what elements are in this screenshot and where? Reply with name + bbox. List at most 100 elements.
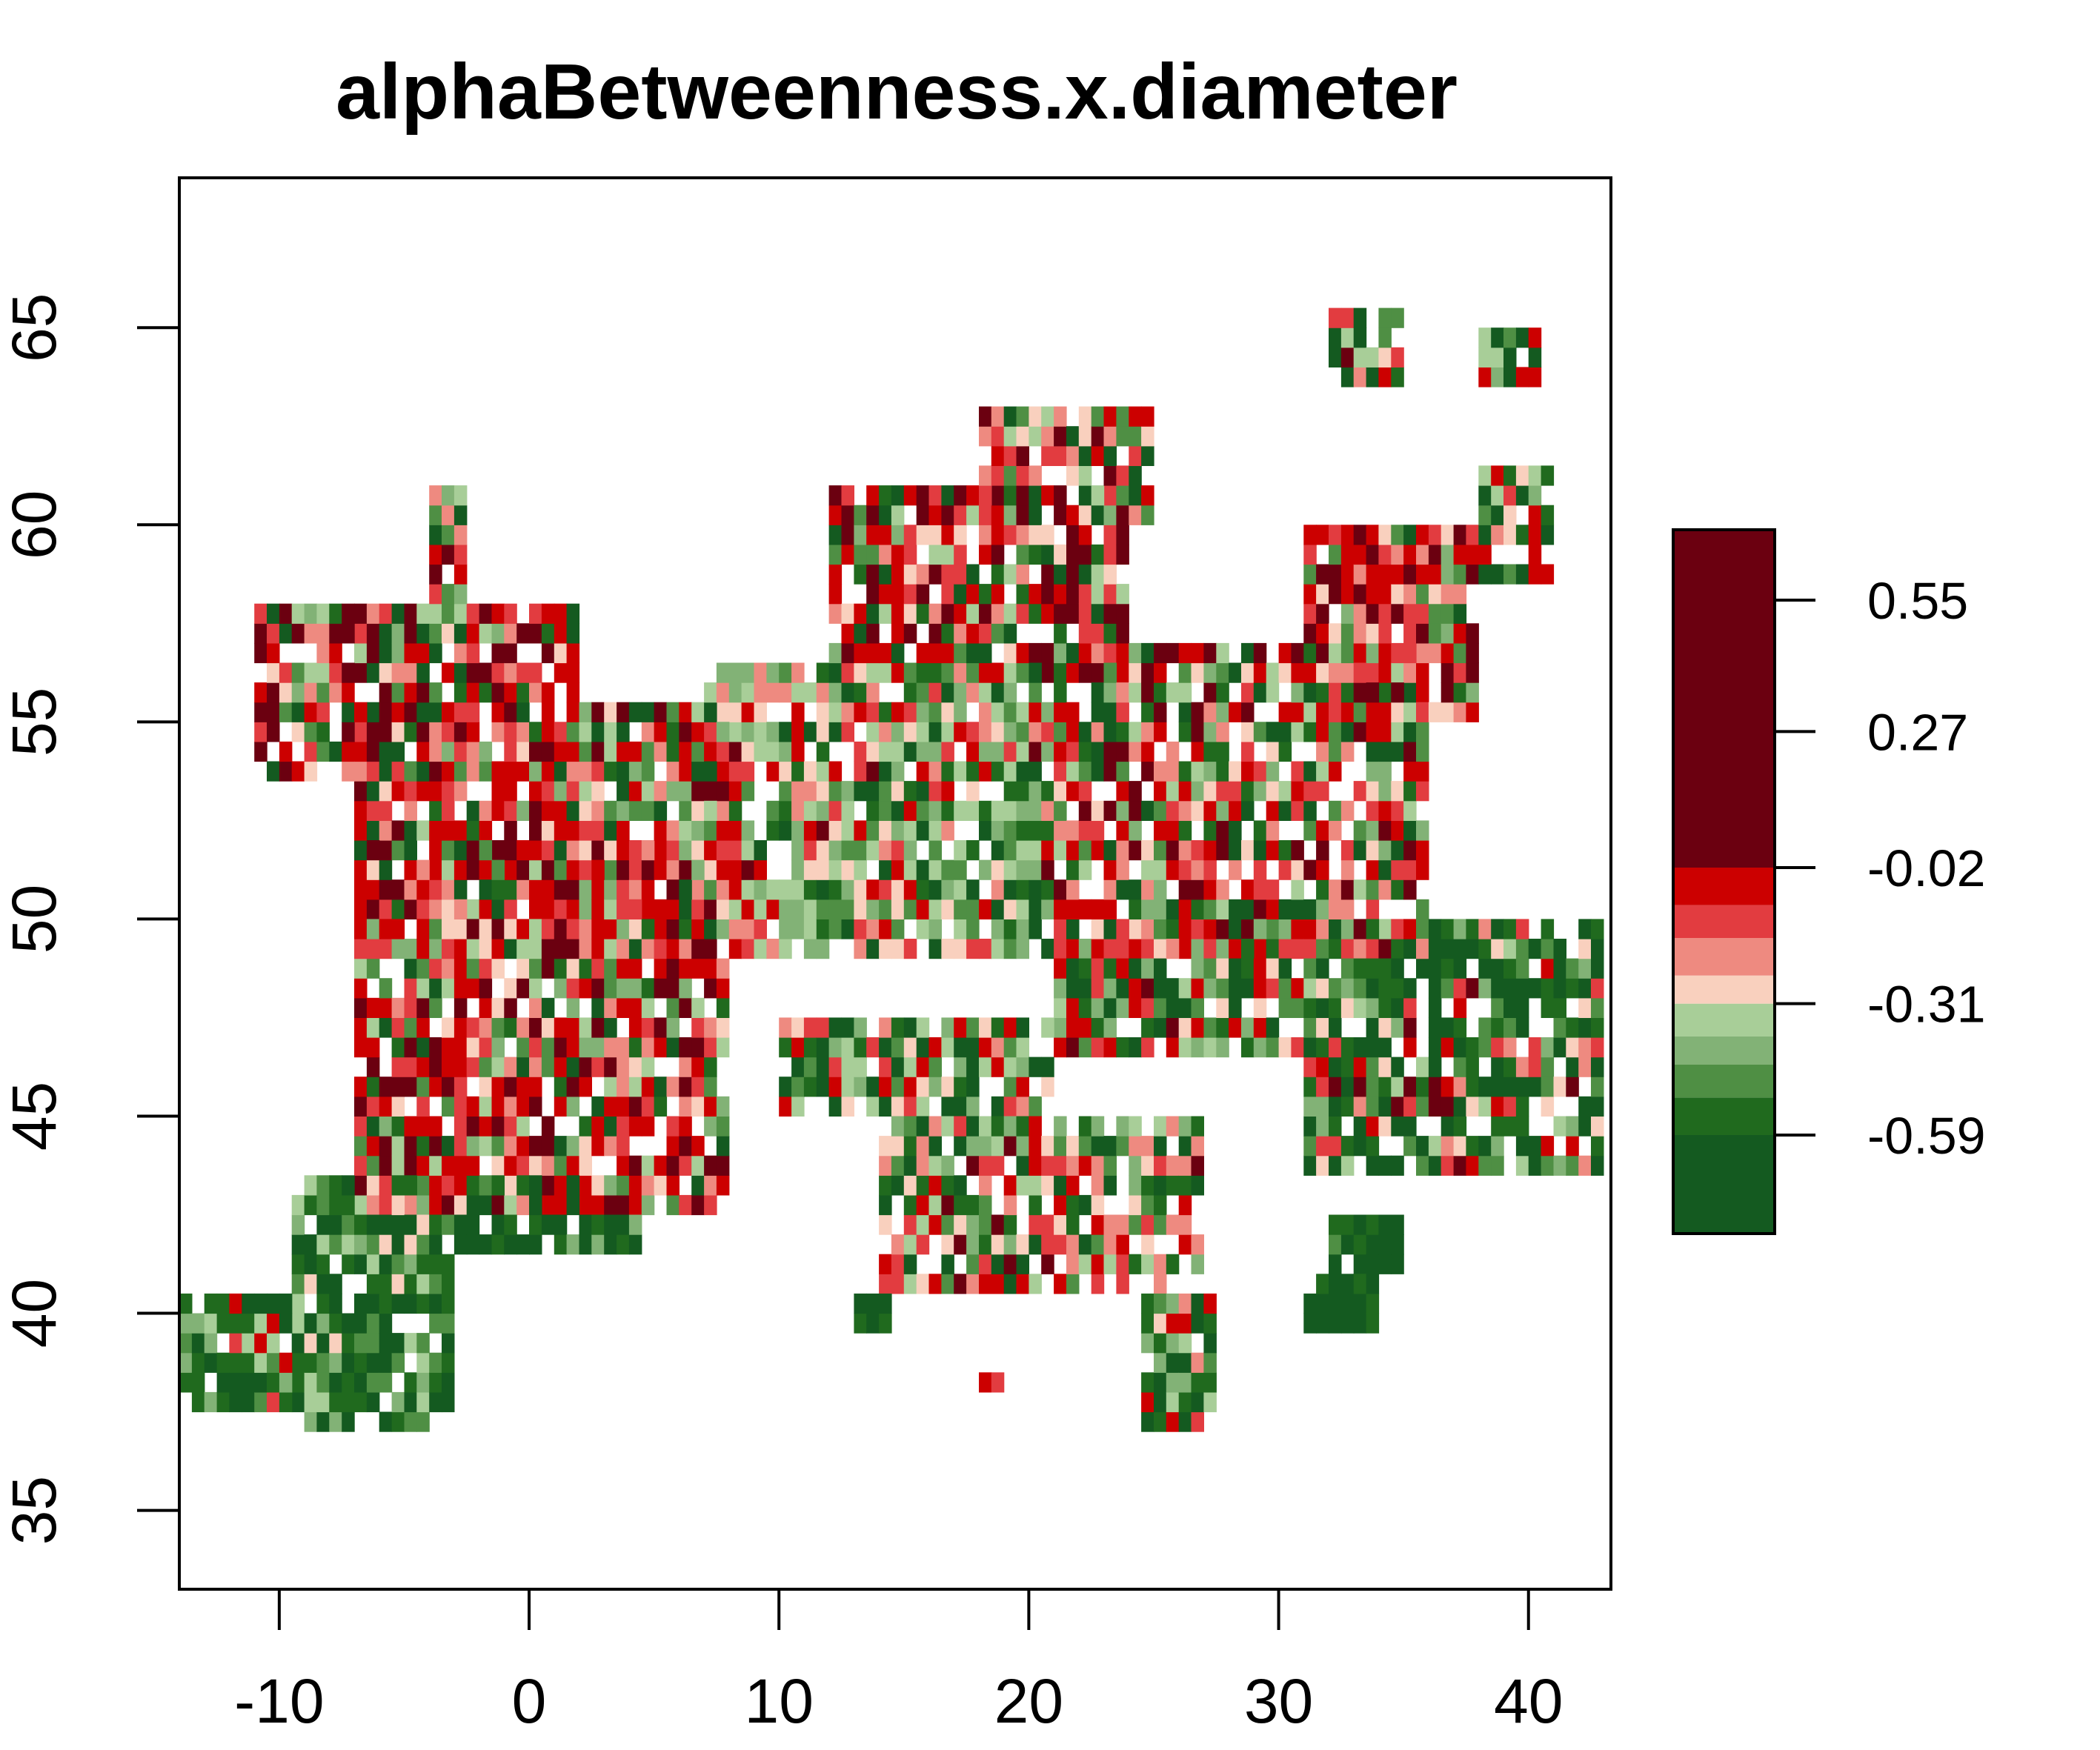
heatmap-cell — [429, 997, 442, 1018]
heatmap-cell — [891, 584, 905, 605]
heatmap-cell — [1203, 662, 1217, 683]
heatmap-cell — [379, 1352, 393, 1373]
heatmap-cell — [916, 1116, 930, 1137]
heatmap-cell — [1103, 544, 1117, 565]
heatmap-cell — [291, 1352, 305, 1373]
heatmap-cell — [466, 1037, 480, 1058]
heatmap-cell — [554, 761, 568, 782]
heatmap-cell — [1266, 919, 1280, 939]
heatmap-cell — [1191, 997, 1204, 1018]
heatmap-cell — [666, 958, 679, 979]
heatmap-cell — [1241, 722, 1255, 742]
heatmap-cell — [1316, 623, 1329, 644]
heatmap-cell — [928, 761, 942, 782]
heatmap-cell — [1353, 1136, 1367, 1157]
heatmap-cell — [1054, 879, 1067, 900]
heatmap-cell — [1541, 1136, 1555, 1157]
heatmap-cell — [366, 761, 380, 782]
heatmap-cell — [354, 919, 368, 939]
heatmap-cell — [903, 564, 917, 585]
heatmap-cell — [291, 662, 305, 683]
heatmap-cell — [1303, 997, 1317, 1018]
heatmap-cell — [1191, 1037, 1204, 1058]
heatmap-cell — [366, 781, 380, 802]
heatmap-cell — [1203, 1017, 1217, 1038]
heatmap-cell — [704, 919, 717, 939]
heatmap-cell — [816, 939, 830, 959]
heatmap-cell — [1016, 1155, 1029, 1176]
heatmap-cell — [903, 1234, 917, 1255]
heatmap-cell — [1266, 978, 1280, 999]
heatmap-cell — [404, 682, 417, 703]
heatmap-cell — [466, 1155, 480, 1176]
heatmap-cell — [329, 662, 342, 683]
heatmap-cell — [941, 642, 954, 664]
heatmap-cell — [666, 741, 679, 762]
heatmap-cell — [591, 1057, 605, 1077]
heatmap-cell — [442, 1136, 455, 1157]
heatmap-cell — [628, 1037, 642, 1058]
heatmap-cell — [928, 1037, 942, 1058]
heatmap-cell — [479, 1037, 493, 1058]
heatmap-cell — [1041, 820, 1054, 841]
heatmap-cell — [841, 525, 854, 545]
heatmap-cell — [1353, 327, 1367, 348]
heatmap-cell — [379, 1136, 393, 1157]
heatmap-cell — [991, 899, 1005, 919]
heatmap-cell — [866, 505, 880, 525]
heatmap-cell — [679, 899, 692, 919]
heatmap-cell — [453, 1214, 468, 1235]
heatmap-cell — [379, 1293, 393, 1314]
heatmap-cell — [329, 603, 342, 624]
heatmap-cell — [1340, 603, 1355, 624]
heatmap-cell — [803, 840, 817, 861]
heatmap-cell — [791, 1057, 805, 1077]
heatmap-cell — [504, 800, 517, 821]
heatmap-cell — [491, 919, 505, 939]
heatmap-cell — [1066, 1214, 1080, 1235]
heatmap-cell — [1129, 682, 1142, 703]
heatmap-cell — [1091, 662, 1105, 683]
heatmap-cell — [641, 800, 655, 821]
heatmap-cell — [704, 939, 717, 959]
heatmap-cell — [442, 662, 455, 683]
heatmap-cell — [1078, 741, 1092, 762]
heatmap-cell — [1378, 642, 1392, 664]
heatmap-cell — [1141, 800, 1154, 821]
heatmap-cell — [1003, 564, 1017, 585]
heatmap-cell — [828, 761, 843, 782]
heatmap-cell — [666, 1136, 679, 1157]
heatmap-cell — [391, 1037, 405, 1058]
heatmap-cell — [416, 820, 430, 841]
heatmap-cell — [1129, 741, 1142, 762]
heatmap-cell — [617, 1175, 630, 1196]
heatmap-cell — [379, 662, 393, 683]
heatmap-cell — [1441, 1096, 1455, 1117]
heatmap-cell — [991, 1096, 1005, 1117]
heatmap-cell — [916, 603, 930, 624]
heatmap-cell — [879, 820, 892, 841]
heatmap-cell — [1091, 1194, 1105, 1216]
heatmap-cell — [779, 722, 792, 742]
heatmap-cell — [1478, 367, 1492, 387]
heatmap-cell — [466, 958, 480, 979]
heatmap-cell — [979, 761, 992, 782]
heatmap-cell — [1591, 1155, 1604, 1176]
heatmap-cell — [316, 662, 330, 683]
heatmap-cell — [1416, 623, 1429, 644]
heatmap-cell — [554, 1096, 568, 1117]
heatmap-cell — [1054, 919, 1067, 939]
heatmap-cell — [1091, 722, 1105, 742]
heatmap-cell — [1091, 1274, 1105, 1294]
heatmap-cell — [1378, 603, 1392, 624]
heatmap-cell — [679, 820, 692, 841]
heatmap-cell — [1041, 544, 1054, 565]
heatmap-cell — [404, 820, 417, 841]
heatmap-cell — [1303, 722, 1317, 742]
heatmap-cell — [903, 840, 917, 861]
heatmap-cell — [442, 603, 455, 624]
heatmap-cell — [453, 1057, 468, 1077]
heatmap-cell — [1203, 1313, 1217, 1334]
heatmap-cell — [1478, 465, 1492, 486]
heatmap-cell — [803, 722, 817, 742]
